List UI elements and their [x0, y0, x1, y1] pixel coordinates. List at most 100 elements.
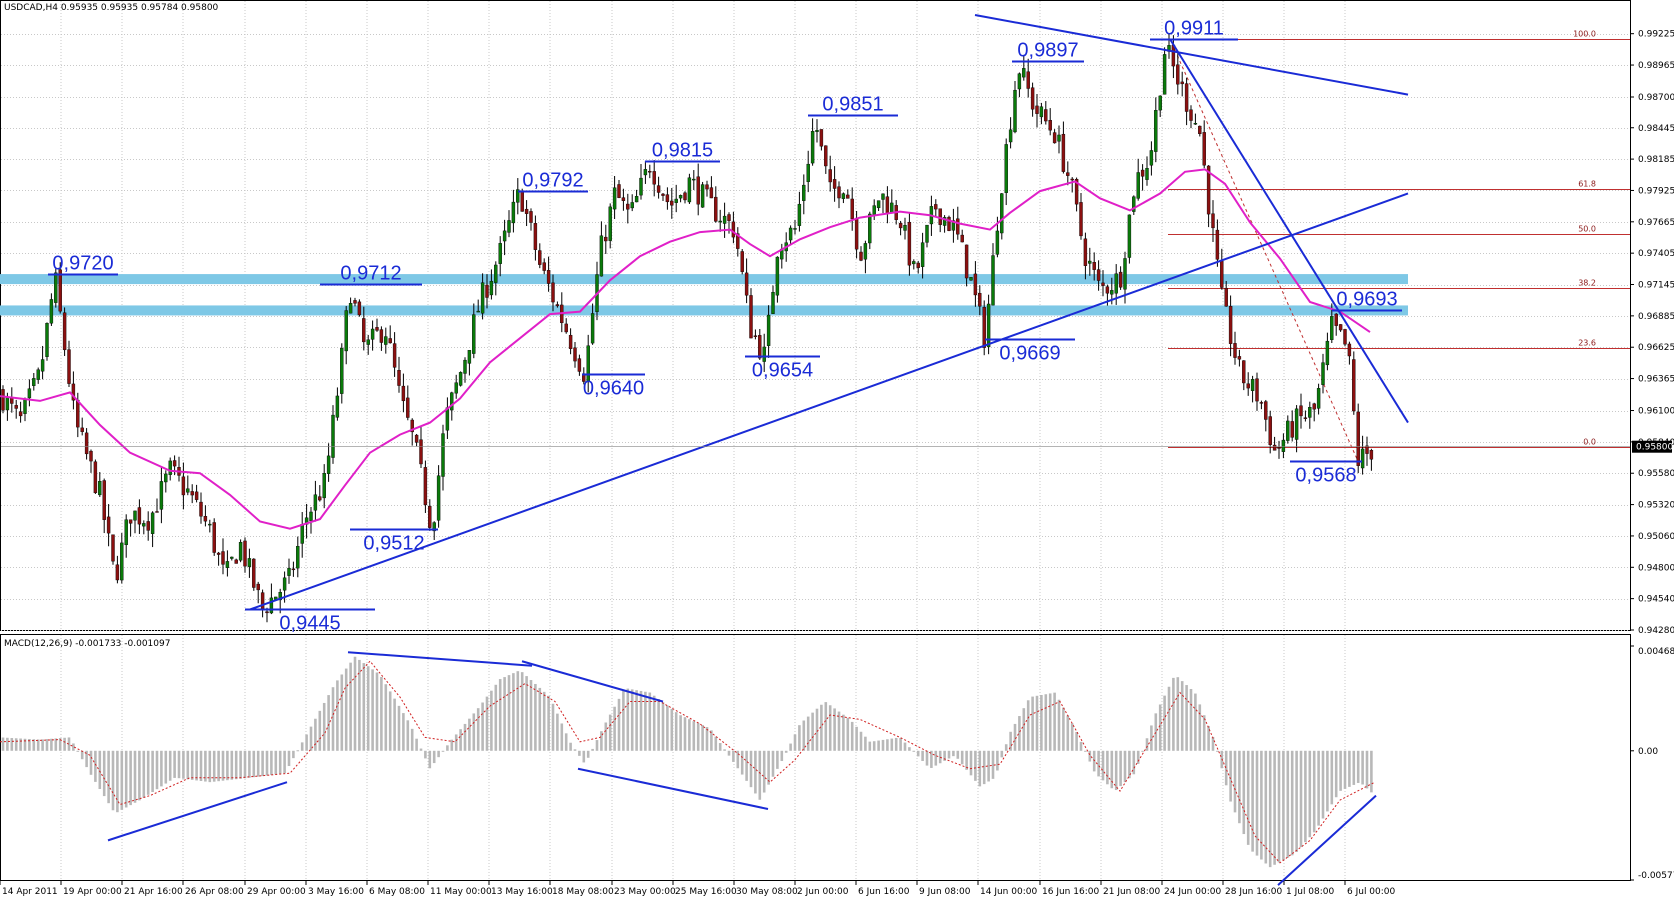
- macd-bar: [1018, 716, 1021, 751]
- candle-body: [1026, 71, 1030, 89]
- candle-body: [221, 551, 225, 565]
- candle-body: [498, 243, 502, 264]
- candle-body: [164, 473, 168, 483]
- macd-bar: [1326, 750, 1329, 812]
- macd-bar: [195, 750, 198, 781]
- candle-body: [1308, 407, 1312, 418]
- candle-body: [265, 611, 269, 614]
- candle-body: [771, 291, 775, 314]
- candle-body: [256, 583, 260, 591]
- candle-body: [934, 204, 938, 210]
- candle-body: [925, 224, 929, 243]
- macd-bar: [912, 750, 916, 752]
- fib-level-label: 0.0: [1583, 438, 1596, 447]
- macd-bar: [85, 750, 88, 768]
- candle-body: [463, 359, 467, 374]
- macd-bar: [802, 720, 806, 751]
- macd-bar: [234, 750, 238, 780]
- macd-bar: [982, 750, 986, 785]
- candle-body: [1140, 169, 1145, 177]
- candle-body: [586, 345, 590, 382]
- macd-bar: [80, 750, 84, 760]
- candle-body: [868, 213, 872, 244]
- macd-bar: [446, 745, 449, 751]
- candle-body: [1092, 262, 1096, 270]
- macd-bar: [428, 750, 432, 769]
- candle-body: [533, 223, 538, 250]
- candle-body: [538, 250, 542, 265]
- candle-body: [674, 198, 678, 203]
- candle-body: [1246, 383, 1250, 389]
- macd-bar: [393, 698, 396, 751]
- price-tick-label: 0.95580: [1638, 469, 1674, 479]
- macd-trend-line: [577, 767, 769, 810]
- candle-body: [1158, 95, 1162, 111]
- macd-bar: [538, 687, 542, 751]
- candle-body: [133, 510, 137, 521]
- macd-bar: [820, 704, 823, 751]
- candle-body: [841, 193, 846, 199]
- macd-bar: [19, 738, 22, 751]
- candle-body: [247, 558, 252, 567]
- macd-bar: [996, 750, 999, 771]
- candle-body: [243, 540, 247, 567]
- macd-bar: [168, 750, 172, 781]
- candle-body: [775, 256, 780, 296]
- candle-body: [1079, 202, 1083, 237]
- candle-body: [1215, 229, 1220, 260]
- macd-bar: [94, 750, 97, 782]
- macd-bar: [564, 733, 568, 751]
- candle-body: [238, 541, 243, 561]
- candle-body: [480, 282, 485, 314]
- macd-bar: [670, 708, 674, 751]
- candle-body: [656, 185, 661, 193]
- candle-body: [98, 480, 102, 496]
- candle-body: [951, 220, 956, 231]
- macd-bar: [1163, 695, 1166, 751]
- macd-bar: [1044, 694, 1048, 751]
- macd-bar: [380, 676, 383, 751]
- macd-bar: [1290, 750, 1294, 856]
- candle-body: [973, 273, 978, 296]
- macd-bar: [107, 750, 110, 804]
- candle-body: [1022, 68, 1026, 78]
- price-tick-label: 0.96100: [1638, 407, 1674, 417]
- macd-bar: [1343, 750, 1347, 789]
- candle-body: [1136, 172, 1140, 199]
- candle-body: [340, 347, 344, 394]
- macd-bar: [1295, 750, 1298, 853]
- macd-trend-line: [1277, 794, 1377, 886]
- macd-bar: [23, 738, 27, 751]
- macd-bar: [815, 708, 819, 751]
- candle-body: [436, 475, 441, 521]
- price-tick-label: 0.97665: [1638, 218, 1674, 228]
- candle-body: [502, 230, 507, 242]
- candle-body: [912, 261, 916, 265]
- macd-bar: [1238, 750, 1241, 824]
- macd-bar: [362, 663, 366, 751]
- macd-bar: [850, 721, 854, 751]
- candle-body: [1048, 120, 1052, 131]
- candle-body: [234, 559, 238, 564]
- candle-body: [670, 200, 674, 206]
- macd-bar: [89, 750, 93, 775]
- macd-bar: [560, 723, 564, 751]
- candle-body: [203, 516, 208, 522]
- candle-body: [309, 511, 313, 522]
- macd-bar: [384, 684, 388, 751]
- macd-bar: [776, 750, 779, 769]
- candle-body: [969, 277, 973, 281]
- macd-bar: [551, 703, 555, 751]
- candle-body: [1101, 282, 1105, 286]
- macd-bar: [534, 683, 537, 751]
- macd-bar: [529, 680, 533, 751]
- candle-body: [762, 346, 766, 362]
- macd-bar: [1150, 725, 1153, 751]
- macd-bar: [1141, 750, 1144, 752]
- macd-bar: [296, 750, 300, 752]
- macd-bar: [947, 750, 951, 759]
- fib-level-label: 61.8: [1578, 180, 1596, 189]
- macd-bar: [1365, 750, 1369, 789]
- macd-bar: [1198, 704, 1202, 751]
- candle-body: [846, 194, 850, 199]
